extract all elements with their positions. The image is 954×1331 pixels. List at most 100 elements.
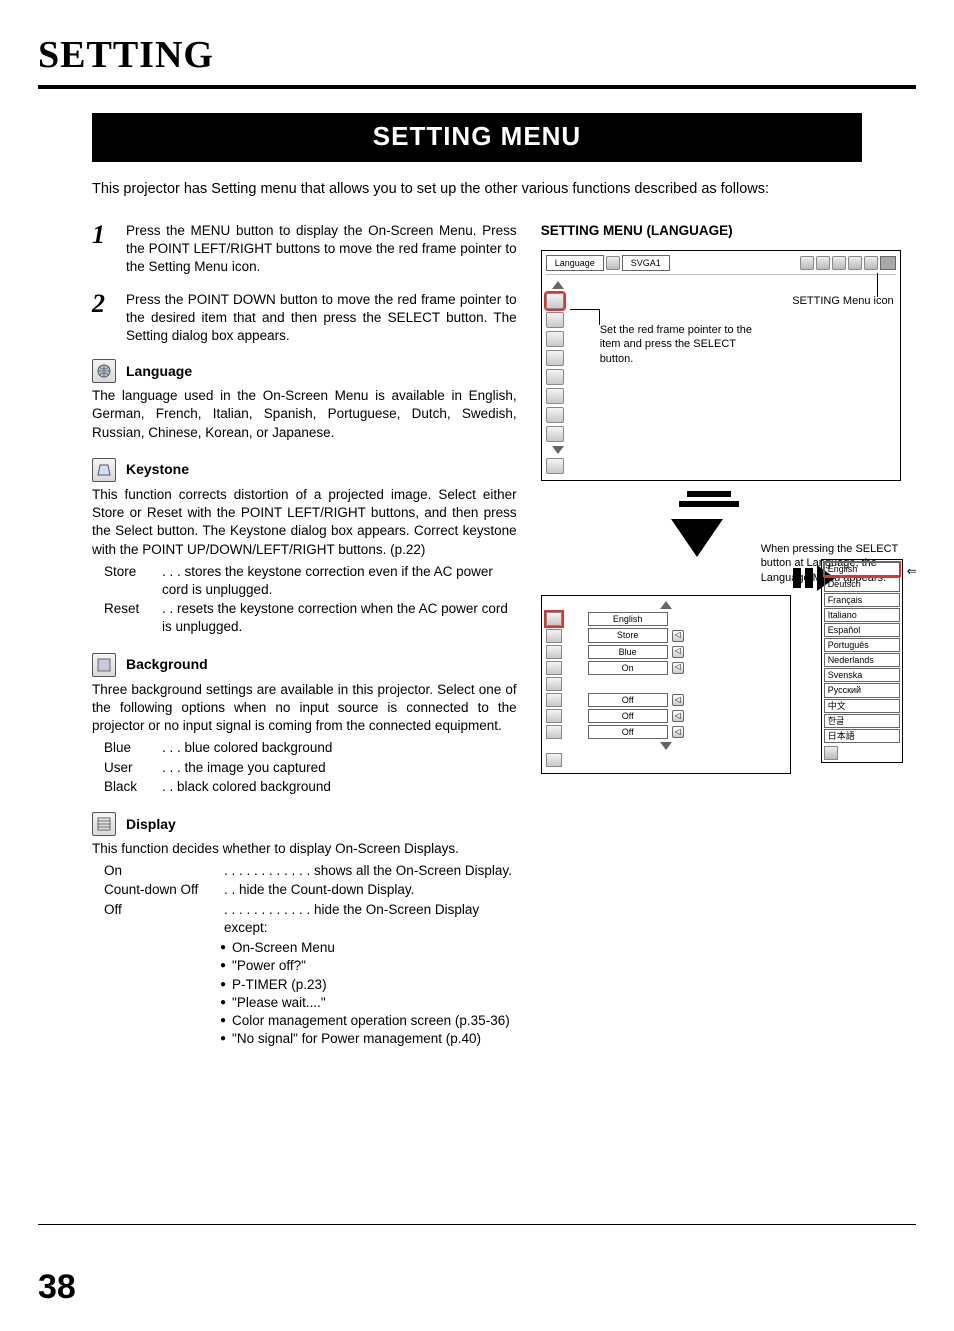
language-list: English Deutsch Français Italiano Españo… — [821, 559, 903, 763]
quit-icon — [824, 746, 838, 760]
on-text: . . . . . . . . . . . . shows all the On… — [224, 862, 512, 880]
menu-icon — [848, 256, 862, 270]
quit-icon — [546, 458, 564, 474]
display-exceptions: ●On-Screen Menu ●"Power off?" ●P-TIMER (… — [220, 939, 517, 1048]
value-background: Blue — [588, 645, 668, 659]
right-heading: SETTING MENU (LANGUAGE) — [541, 222, 916, 240]
on-label: On — [104, 862, 224, 880]
adjust-icon: ◁ — [672, 726, 684, 738]
right-column: SETTING MENU (LANGUAGE) Language SVGA1 — [541, 222, 916, 1064]
black-text: . . black colored background — [162, 778, 331, 796]
language-option: 日本語 — [824, 729, 900, 743]
language-option: Français — [824, 593, 900, 607]
setting-values-diagram: English Store ◁ Blue ◁ On ◁ Off — [541, 595, 791, 774]
list-icon — [546, 725, 562, 739]
feature-body: This function decides whether to display… — [92, 840, 517, 858]
store-label: Store — [104, 563, 162, 599]
bullet-item: P-TIMER (p.23) — [232, 976, 327, 994]
scroll-down-icon — [552, 446, 564, 454]
callout-setting-icon: SETTING Menu icon — [792, 295, 893, 309]
page-title: SETTING — [38, 30, 916, 85]
adjust-icon: ◁ — [672, 710, 684, 722]
system-icon — [606, 256, 620, 270]
list-icon — [546, 709, 562, 723]
list-icon — [546, 629, 562, 643]
language-option: Nederlands — [824, 653, 900, 667]
feature-body: Three background settings are available … — [92, 681, 517, 736]
intro-text: This projector has Setting menu that all… — [92, 180, 862, 200]
language-option: 한글 — [824, 714, 900, 728]
feature-background: Background Three background settings are… — [92, 653, 517, 796]
callout-pointer: Set the red frame pointer to the item an… — [600, 323, 760, 366]
list-icon — [546, 331, 564, 347]
menu-icon — [864, 256, 878, 270]
language-option: Português — [824, 638, 900, 652]
countdown-label: Count-down Off — [104, 881, 224, 899]
list-icon — [546, 350, 564, 366]
blue-label: Blue — [104, 739, 162, 757]
list-icon — [546, 293, 564, 309]
step-text: Press the POINT DOWN button to move the … — [126, 291, 517, 346]
language-option: Русский — [824, 683, 900, 697]
menu-bar: Language SVGA1 — [546, 255, 896, 275]
transition-bars — [679, 491, 739, 507]
menu-icon — [832, 256, 846, 270]
step-number: 1 — [92, 222, 112, 277]
footer-rule — [38, 1224, 916, 1225]
list-icon — [546, 388, 564, 404]
feature-body: The language used in the On-Screen Menu … — [92, 387, 517, 442]
value-keystone: Store — [588, 628, 668, 642]
list-icon — [546, 407, 564, 423]
language-option: 中文 — [824, 699, 900, 713]
countdown-text: . . hide the Count-down Display. — [224, 881, 414, 899]
bullet-item: On-Screen Menu — [232, 939, 335, 957]
page-number: 38 — [38, 1265, 916, 1311]
feature-title: Background — [126, 655, 208, 674]
setting-menu-icon — [880, 256, 896, 270]
background-icon — [92, 653, 116, 677]
bullet-item: Color management operation screen (p.35-… — [232, 1012, 510, 1030]
display-icon — [92, 812, 116, 836]
value-off3: Off — [588, 725, 668, 739]
list-icon — [546, 612, 562, 626]
language-option: Español — [824, 623, 900, 637]
step-2: 2 Press the POINT DOWN button to move th… — [92, 291, 517, 346]
arrow-down-icon — [671, 519, 723, 557]
blue-text: . . . blue colored background — [162, 739, 332, 757]
menubar-mode: SVGA1 — [622, 255, 670, 271]
user-text: . . . the image you captured — [162, 759, 326, 777]
adjust-icon: ◁ — [672, 630, 684, 642]
adjust-icon: ◁ — [672, 662, 684, 674]
scroll-up-icon — [660, 601, 672, 609]
adjust-icon: ◁ — [672, 646, 684, 658]
feature-title: Keystone — [126, 460, 189, 479]
section-banner: SETTING MENU — [92, 113, 862, 162]
icon-column — [546, 278, 570, 476]
feature-title: Display — [126, 815, 176, 834]
feature-language: Language The language used in the On-Scr… — [92, 359, 517, 442]
list-icon — [546, 661, 562, 675]
bullet-item: "Power off?" — [232, 957, 306, 975]
step-text: Press the MENU button to display the On-… — [126, 222, 517, 277]
pointer-left-icon: ⇐ — [907, 563, 917, 579]
reset-label: Reset — [104, 600, 162, 636]
list-icon — [546, 645, 562, 659]
keystone-icon — [92, 458, 116, 482]
language-option: Deutsch — [824, 577, 900, 591]
title-rule — [38, 85, 916, 89]
language-option: Svenska — [824, 668, 900, 682]
list-icon — [546, 369, 564, 385]
menu-icon — [800, 256, 814, 270]
off-label: Off — [104, 901, 224, 937]
feature-display: Display This function decides whether to… — [92, 812, 517, 1048]
feature-body: This function corrects distortion of a p… — [92, 486, 517, 559]
list-icon — [546, 693, 562, 707]
step-number: 2 — [92, 291, 112, 346]
scroll-down-icon — [660, 742, 672, 750]
language-icon — [92, 359, 116, 383]
list-icon — [546, 426, 564, 442]
step-1: 1 Press the MENU button to display the O… — [92, 222, 517, 277]
value-display: On — [588, 661, 668, 675]
off-text: . . . . . . . . . . . . hide the On-Scre… — [224, 901, 517, 937]
store-text: . . . stores the keystone correction eve… — [162, 563, 517, 599]
